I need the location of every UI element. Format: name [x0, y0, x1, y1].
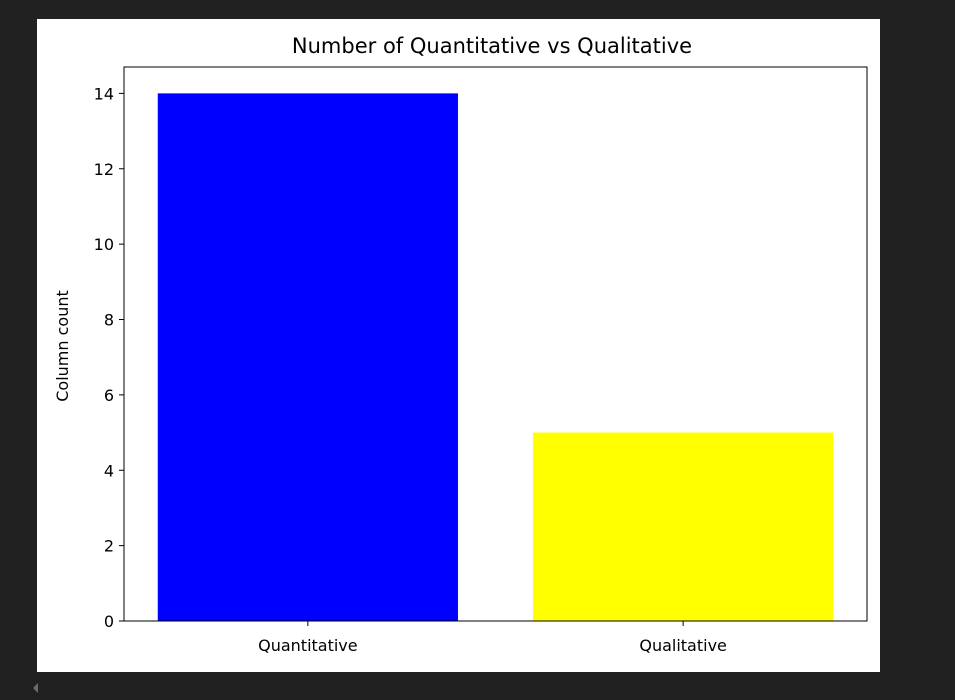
chart-title: Number of Quantitative vs Qualitative [292, 34, 692, 58]
x-tick-label: Quantitative [258, 636, 358, 655]
y-tick-label: 0 [104, 612, 114, 631]
x-axis-ticks: Quantitative Qualitative [258, 621, 727, 655]
y-tick-label: 10 [94, 235, 114, 254]
y-tick-label: 6 [104, 386, 114, 405]
y-tick-label: 14 [94, 84, 114, 103]
x-tick-label: Qualitative [639, 636, 727, 655]
plot-area-frame [123, 66, 868, 622]
y-tick-label: 4 [104, 461, 114, 480]
y-axis-ticks: 0 2 4 6 8 10 12 14 [94, 84, 124, 631]
y-tick-label: 2 [104, 537, 114, 556]
chart-figure: Number of Quantitative vs Qualitative Co… [37, 19, 880, 672]
scroll-left-arrow-icon[interactable] [33, 683, 38, 693]
bars-group [157, 93, 834, 621]
bar-qualitative [533, 432, 834, 621]
bar-quantitative [157, 93, 458, 621]
y-axis-label: Column count [53, 290, 72, 402]
y-tick-label: 8 [104, 311, 114, 330]
bar-chart: Number of Quantitative vs Qualitative Co… [53, 34, 868, 655]
y-tick-label: 12 [94, 160, 114, 179]
